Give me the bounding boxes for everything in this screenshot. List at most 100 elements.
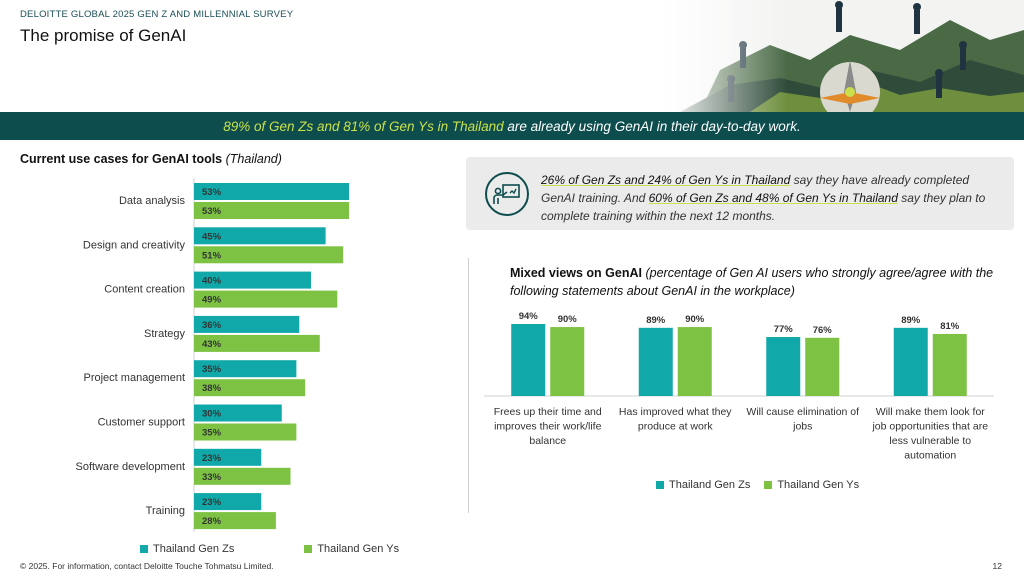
category-label: Data analysis [119, 195, 186, 207]
bar-value-label: 23% [202, 497, 222, 508]
bar-value-label: 53% [202, 206, 222, 217]
bar [194, 290, 338, 308]
bar [194, 360, 297, 378]
category-label: Will cause elimination of [746, 406, 859, 418]
category-label: Software development [76, 461, 185, 473]
bar-value-label: 35% [202, 428, 222, 439]
category-label: Has improved what they [619, 406, 732, 418]
bar [194, 183, 349, 200]
legend-label-gen-y: Thailand Gen Ys [317, 543, 400, 555]
category-label: job opportunities that are [871, 421, 988, 433]
category-label: balance [529, 435, 566, 447]
bar-value-label: 40% [202, 276, 222, 287]
column [766, 337, 801, 396]
page-number: 12 [992, 561, 1002, 571]
category-label: jobs [792, 421, 812, 433]
legend-item-gen-z: Thailand Gen Zs [140, 543, 234, 555]
bar-value-label: 45% [202, 231, 222, 242]
bar-value-label: 51% [202, 250, 222, 261]
legend-label-gen-z: Thailand Gen Zs [669, 479, 751, 491]
bar [194, 202, 349, 219]
footer-note: © 2025. For information, contact Deloitt… [20, 561, 274, 571]
use-cases-chart-title: Current use cases for GenAI tools (Thail… [20, 152, 282, 166]
bar [194, 512, 276, 530]
mixed-views-legend: Thailand Gen Zs Thailand Gen Ys [656, 479, 859, 491]
training-presentation-icon [485, 172, 529, 216]
bar [194, 315, 300, 333]
legend-swatch-gen-z [140, 545, 148, 553]
callout-text-1: say they have already completed GenAI tr… [541, 173, 970, 205]
legend-label-gen-z: Thailand Gen Zs [153, 543, 235, 555]
bar [194, 271, 311, 289]
callout-highlight-1: 26% of Gen Zs and 24% of Gen Ys in Thail… [541, 173, 791, 187]
bar [194, 334, 320, 352]
use-cases-legend: Thailand Gen Zs Thailand Gen Ys [140, 543, 399, 555]
bar-value-label: 53% [202, 187, 222, 198]
hero-illustration [660, 0, 1024, 112]
legend-swatch-gen-z [656, 481, 664, 489]
mixed-views-title-text: Mixed views on GenAI [510, 266, 642, 280]
bar-value-label: 33% [202, 472, 222, 483]
bar-value-label: 43% [202, 339, 222, 350]
bar-value-label: 35% [202, 364, 222, 375]
category-label: Frees up their time and [494, 406, 602, 418]
bar-value-label: 38% [202, 383, 222, 394]
legend-swatch-gen-y [304, 545, 313, 553]
bar-value-label: 23% [202, 453, 222, 464]
category-label: Project management [84, 372, 186, 384]
bar [194, 467, 291, 485]
use-cases-title-note: (Thailand) [225, 152, 282, 166]
legend-swatch-gen-y [764, 481, 773, 489]
bar [194, 423, 297, 441]
bar-value-label: 36% [202, 320, 222, 331]
column [550, 327, 585, 396]
category-label: Customer support [98, 417, 185, 429]
callout-highlight-2: 60% of Gen Zs and 48% of Gen Ys in Thail… [648, 191, 898, 205]
column [893, 327, 928, 396]
mixed-views-title-note: (percentage of Gen AI users who strongly… [510, 266, 994, 298]
bar [194, 448, 262, 466]
callout-text: 26% of Gen Zs and 24% of Gen Ys in Thail… [541, 171, 1001, 225]
mixed-views-chart-title: Mixed views on GenAI (percentage of Gen … [510, 264, 1000, 300]
column-value-label: 77% [774, 324, 794, 335]
category-label: Design and creativity [83, 239, 186, 251]
category-label: Content creation [104, 284, 185, 296]
bar [194, 379, 306, 397]
category-label: Training [146, 505, 185, 517]
category-label: Strategy [144, 328, 185, 340]
column-value-label: 76% [813, 325, 833, 336]
category-label: produce at work [638, 421, 713, 433]
mixed-views-column-chart: 94% 90% Frees up their time and improves th… [484, 311, 994, 462]
bar [194, 493, 262, 511]
category-label: less vulnerable to [889, 435, 971, 447]
bar-value-label: 28% [202, 516, 222, 527]
training-callout: 26% of Gen Zs and 24% of Gen Ys in Thail… [466, 157, 1014, 230]
category-label: automation [904, 450, 956, 462]
column [511, 324, 546, 396]
banner-highlight: 89% of Gen Zs and 81% of Gen Ys in Thail… [223, 118, 504, 134]
section-divider [468, 258, 469, 513]
legend-item-gen-y: Thailand Gen Ys [304, 543, 399, 555]
column-value-label: 94% [519, 311, 539, 322]
use-cases-bar-chart: Data analysis 53% 53% Design and creativity… [76, 178, 349, 532]
column [638, 327, 673, 396]
column-value-label: 81% [940, 321, 960, 332]
column-value-label: 90% [685, 314, 705, 325]
bar-value-label: 49% [202, 295, 222, 306]
banner: 89% of Gen Zs and 81% of Gen Ys in Thail… [0, 112, 1024, 140]
use-cases-title-text: Current use cases for GenAI tools [20, 152, 223, 166]
page-title: The promise of GenAI [20, 26, 187, 45]
legend-label-gen-y: Thailand Gen Ys [777, 479, 860, 491]
column-value-label: 89% [901, 315, 921, 326]
legend-item-gen-y: Thailand Gen Ys [764, 479, 859, 491]
column [805, 337, 840, 396]
legend-item-gen-z: Thailand Gen Zs [656, 479, 750, 491]
column-value-label: 89% [646, 315, 666, 326]
category-label: Will make them look for [876, 406, 986, 418]
survey-label: DELOITTE GLOBAL 2025 GEN Z AND MILLENNIA… [20, 9, 294, 20]
callout-text-2: say they plan to complete training withi… [541, 191, 986, 223]
bar [194, 246, 344, 264]
bar [194, 227, 326, 245]
bar-value-label: 30% [202, 409, 222, 420]
banner-text: are already using GenAI in their day-to-… [503, 118, 801, 134]
